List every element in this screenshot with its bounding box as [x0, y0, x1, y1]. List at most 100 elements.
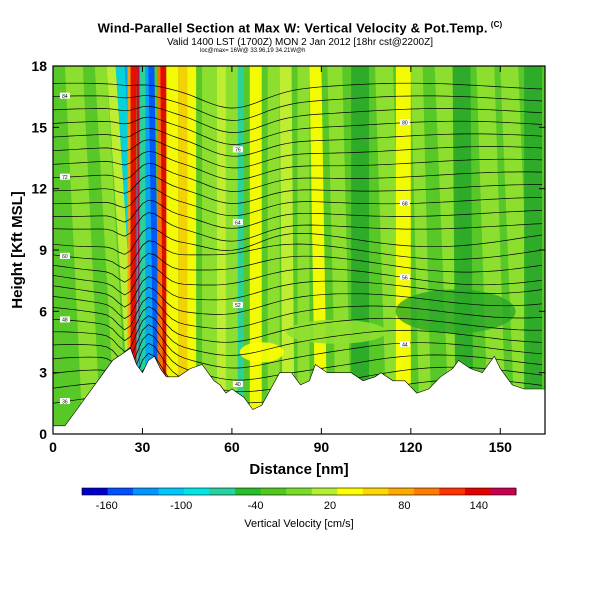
chart-subtitle-small: loc@max= 16W@ 33.96,19 34.21W@h: [200, 48, 306, 54]
contour-label-bg: [399, 200, 410, 207]
theta-contour: [53, 286, 543, 320]
contour-label-text: 52: [235, 303, 241, 309]
colorbar-swatch: [464, 488, 491, 495]
chart-title: Wind-Parallel Section at Max W: Vertical…: [0, 20, 600, 35]
colorbar-tick-label: 80: [398, 500, 410, 512]
velocity-band: [297, 66, 310, 434]
contour-label-text: 64: [235, 220, 241, 226]
x-tick-label: 60: [224, 439, 240, 455]
theta-contour: [53, 212, 543, 242]
x-axis-label: Distance [nm]: [249, 461, 348, 478]
contour-label-bg: [59, 398, 70, 405]
contour-label-text: 56: [402, 275, 408, 281]
contour-label: 80: [399, 119, 410, 126]
velocity-band: [94, 66, 128, 434]
theta-contour: [53, 95, 543, 121]
theta-contour: [53, 139, 543, 169]
colorbar-tick-label: -100: [170, 500, 192, 512]
contour-label: 48: [59, 316, 70, 324]
colorbar-frame: [81, 487, 517, 496]
y-axis: 0 36 9 12 15 18: [31, 58, 545, 442]
y-tick-label: 0: [39, 426, 47, 442]
colorbar-swatch: [413, 488, 440, 495]
colorbar-swatch: [362, 488, 389, 495]
colorbar-swatch: [311, 488, 338, 495]
contour-label-text: 84: [62, 94, 68, 100]
colorbar-swatch: [337, 488, 364, 495]
colorbar-label: Vertical Velocity [cm/s]: [244, 518, 353, 530]
contour-label-text: 44: [402, 342, 408, 348]
colorbar-swatch: [107, 488, 134, 495]
theta-contour: [53, 276, 543, 308]
colorbar-swatch: [133, 488, 160, 495]
contour-label: 40: [232, 380, 243, 388]
colorbar-tick-label: 140: [470, 500, 488, 512]
contour-label: 72: [59, 173, 70, 181]
contour-label-bg: [59, 92, 70, 99]
y-tick-label: 18: [31, 58, 47, 74]
contour-label: 64: [232, 219, 243, 226]
y-tick-label: 12: [31, 181, 47, 197]
contour-label: 52: [232, 301, 243, 309]
colorbar: -160 -100 -40 20 80 140: [81, 487, 517, 512]
contour-label-bg: [59, 252, 70, 259]
x-tick-label: 120: [399, 439, 423, 455]
theta-contour: [53, 199, 543, 229]
contour-label-text: 80: [402, 120, 408, 126]
plot-area: 36 40 44 48 52 56 60 64 68 72 76 80 84: [53, 66, 545, 434]
y-tick-label: 9: [39, 242, 47, 258]
velocity-band: [279, 66, 295, 434]
contour-label-bg: [232, 146, 243, 153]
contour-label-bg: [232, 301, 243, 308]
colorbar-tick-label: -40: [248, 500, 264, 512]
x-tick-label: 150: [489, 439, 513, 455]
contour-label: 44: [399, 340, 410, 348]
x-tick-label: 0: [49, 439, 57, 455]
contour-label-text: 68: [402, 201, 408, 207]
contour-labels: 36 40 44 48 52 56 60 64 68 72 76 80 84: [59, 92, 410, 405]
colorbar-swatch: [286, 488, 313, 495]
velocity-band: [130, 66, 137, 434]
colorbar-swatch: [82, 488, 109, 495]
velocity-band: [237, 66, 244, 434]
colorbar-tick-label: -160: [96, 500, 118, 512]
colorbar-swatch: [260, 488, 287, 495]
colorbar-tick-label: 20: [324, 500, 336, 512]
y-tick-label: 15: [31, 119, 47, 135]
contour-label-bg: [59, 173, 70, 180]
x-axis: 0 30 60 90 120 150: [49, 66, 512, 455]
velocity-band: [166, 66, 179, 434]
contour-label: 56: [399, 274, 410, 281]
contour-label-bg: [232, 380, 243, 387]
colorbar-swatch: [209, 488, 236, 495]
theta-contour: [53, 253, 543, 283]
theta-contour: [53, 296, 543, 331]
y-tick-label: 3: [39, 365, 47, 381]
theta-contour: [53, 227, 543, 255]
colorbar-swatch: [235, 488, 262, 495]
contour-label: 84: [59, 92, 70, 100]
velocity-band: [452, 66, 474, 434]
contour-label-text: 72: [62, 175, 68, 181]
contour-label-bg: [399, 340, 410, 347]
velocity-band: [476, 66, 507, 434]
chart-title-mark: (C): [490, 20, 503, 29]
theta-contour: [53, 240, 543, 269]
theta-contour: [53, 306, 542, 343]
theta-contour: [53, 324, 543, 369]
velocity-band: [410, 66, 432, 434]
theta-contour: [53, 105, 543, 133]
contour-label-text: 48: [62, 318, 68, 324]
contour-label: 76: [232, 146, 243, 154]
terrain: [53, 347, 545, 434]
contour-label: 36: [59, 398, 70, 405]
velocity-bands: [64, 66, 543, 434]
velocity-band: [64, 66, 101, 434]
velocity-blob: [395, 289, 516, 334]
contour-label-text: 60: [62, 254, 68, 260]
theta-contour: [53, 175, 542, 204]
theta-contour: [53, 265, 543, 296]
contour-label-bg: [399, 119, 410, 126]
theta-contour: [53, 187, 543, 217]
